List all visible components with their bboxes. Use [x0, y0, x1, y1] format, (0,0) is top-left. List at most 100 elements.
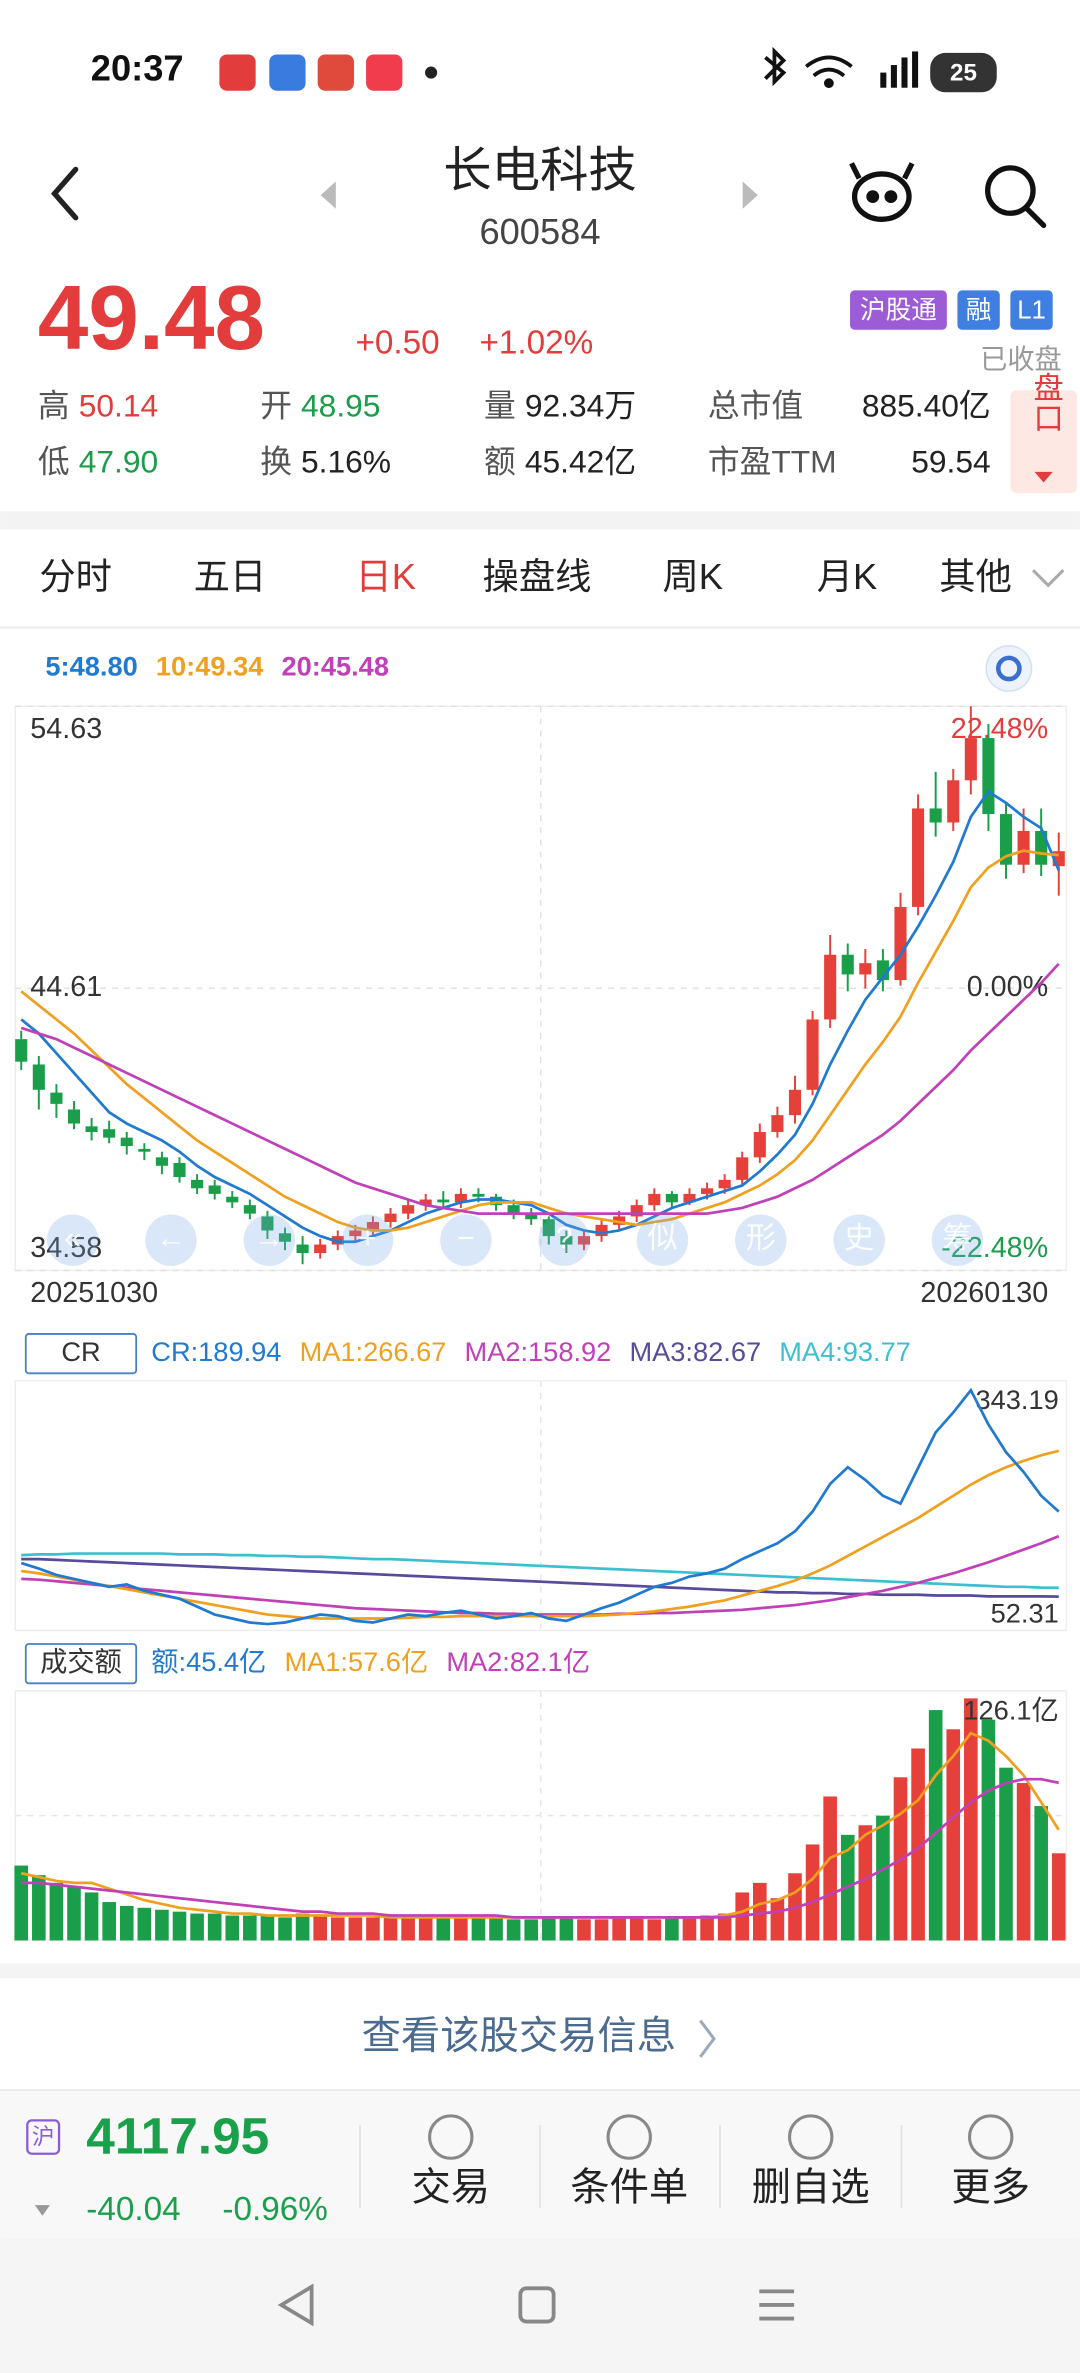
candle-body — [261, 1216, 274, 1231]
settings-button[interactable] — [985, 645, 1033, 692]
volume-bar — [436, 1915, 451, 1941]
overlay-button[interactable] — [341, 1214, 394, 1266]
overlay-button[interactable] — [538, 1214, 590, 1266]
overlay-button[interactable] — [46, 1214, 99, 1266]
period-tab[interactable]: 其他 — [939, 556, 1012, 597]
badge: 沪股通 — [860, 295, 937, 324]
candle-body — [683, 1193, 696, 1203]
overlay-button[interactable] — [833, 1214, 885, 1266]
period-tab[interactable]: 分时 — [39, 556, 112, 597]
volume-bar — [330, 1917, 345, 1941]
action-icon[interactable] — [606, 2114, 652, 2160]
prev-stock[interactable] — [320, 181, 336, 209]
volume-bar — [928, 1710, 943, 1941]
volume-bar — [1051, 1853, 1066, 1941]
indicator-line — [21, 1557, 1059, 1598]
period-tab[interactable]: 日K — [355, 556, 415, 597]
candle-body — [577, 1236, 591, 1245]
candle-body — [648, 1193, 661, 1206]
stat-label: 换 — [260, 444, 292, 480]
volume-bar — [876, 1815, 890, 1941]
overlay-button[interactable] — [636, 1214, 689, 1266]
candle-body — [630, 1205, 643, 1217]
indicator-name: 成交额 — [40, 1646, 122, 1677]
overlay-button[interactable] — [735, 1214, 787, 1266]
indicator-line — [20, 1387, 1060, 1626]
y2-tick-label: -22.48% — [941, 1232, 1048, 1264]
volume-bar — [981, 1719, 996, 1941]
candle-body — [947, 780, 960, 823]
status-time: 20:37 — [91, 48, 184, 89]
volume-bar — [313, 1915, 327, 1941]
candle-body — [912, 808, 925, 907]
overlay-button-label: « — [64, 1222, 81, 1255]
y-tick-label: 44.61 — [30, 971, 102, 1003]
indicator-box[interactable] — [24, 1333, 138, 1375]
candle-body — [314, 1244, 327, 1253]
volume-bar — [84, 1892, 99, 1941]
stat-label: 总市值 — [708, 388, 803, 424]
candle-body — [173, 1162, 186, 1178]
badge-bg — [850, 290, 947, 330]
candle-body — [718, 1179, 731, 1189]
overlay-button[interactable] — [243, 1214, 295, 1266]
overlay-button[interactable] — [440, 1214, 492, 1266]
battery — [930, 52, 997, 93]
candle-body — [859, 963, 872, 975]
action-label[interactable]: 交易 — [411, 2165, 490, 2209]
period-tab[interactable]: 操盘线 — [483, 556, 592, 597]
action-label[interactable]: 更多 — [951, 2165, 1030, 2209]
volume-bar — [770, 1898, 785, 1941]
volume-bar — [805, 1844, 820, 1941]
legend-entry: 10:49.34 — [156, 651, 263, 682]
action-icon[interactable] — [968, 2114, 1014, 2160]
volume-bar — [295, 1913, 310, 1941]
period-tab[interactable]: 五日 — [194, 556, 267, 597]
candle-body — [366, 1222, 379, 1231]
candle-body — [278, 1233, 292, 1242]
candle-body — [999, 814, 1013, 865]
search-button[interactable] — [985, 165, 1047, 228]
trade-info-link[interactable]: 查看该股交易信息 — [362, 2014, 677, 2058]
overlay-button-label: 形 — [746, 1222, 776, 1255]
overlay-button-label: 史 — [844, 1221, 874, 1255]
action-label[interactable]: 条件单 — [570, 2165, 688, 2209]
period-tab[interactable]: 月K — [817, 556, 877, 597]
legend-entry: MA2:158.92 — [465, 1336, 612, 1367]
x-end-label: 20260130 — [920, 1277, 1048, 1309]
stat-value: 45.42亿 — [525, 444, 636, 480]
nav-recents[interactable] — [759, 2289, 795, 2321]
action-icon[interactable] — [788, 2114, 834, 2160]
order-book-button[interactable] — [1010, 390, 1077, 494]
community-button[interactable] — [849, 162, 915, 222]
candle-body — [613, 1216, 626, 1225]
badge-bg — [1010, 290, 1053, 330]
candle-body — [226, 1196, 239, 1203]
nav-home[interactable] — [518, 2286, 556, 2324]
candle-body — [384, 1213, 397, 1223]
more-tabs-chevron[interactable] — [1031, 569, 1065, 588]
candle-body — [15, 1039, 28, 1062]
volume-bar — [207, 1913, 222, 1941]
indicator-box[interactable] — [24, 1643, 138, 1685]
overlay-button[interactable] — [145, 1214, 197, 1266]
overlay-button[interactable] — [931, 1214, 984, 1266]
index-expand[interactable] — [34, 2205, 50, 2216]
last-price: 49.48 — [38, 268, 265, 369]
stock-code: 600584 — [479, 211, 600, 252]
nav-back[interactable] — [277, 2283, 314, 2327]
legend-entry: MA4:93.77 — [779, 1336, 911, 1367]
next-stock[interactable] — [742, 181, 758, 209]
period-tab[interactable]: 周K — [663, 556, 723, 597]
stat-label: 开 — [260, 388, 292, 424]
volume-bar — [1016, 1783, 1031, 1941]
action-label[interactable]: 删自选 — [752, 2165, 870, 2209]
candle-body — [67, 1109, 81, 1124]
action-icon[interactable] — [428, 2114, 474, 2160]
stat-value: 92.34万 — [525, 388, 636, 424]
back-button[interactable] — [50, 166, 79, 221]
stat-value: 5.16% — [301, 444, 391, 480]
candle-body — [771, 1115, 784, 1133]
